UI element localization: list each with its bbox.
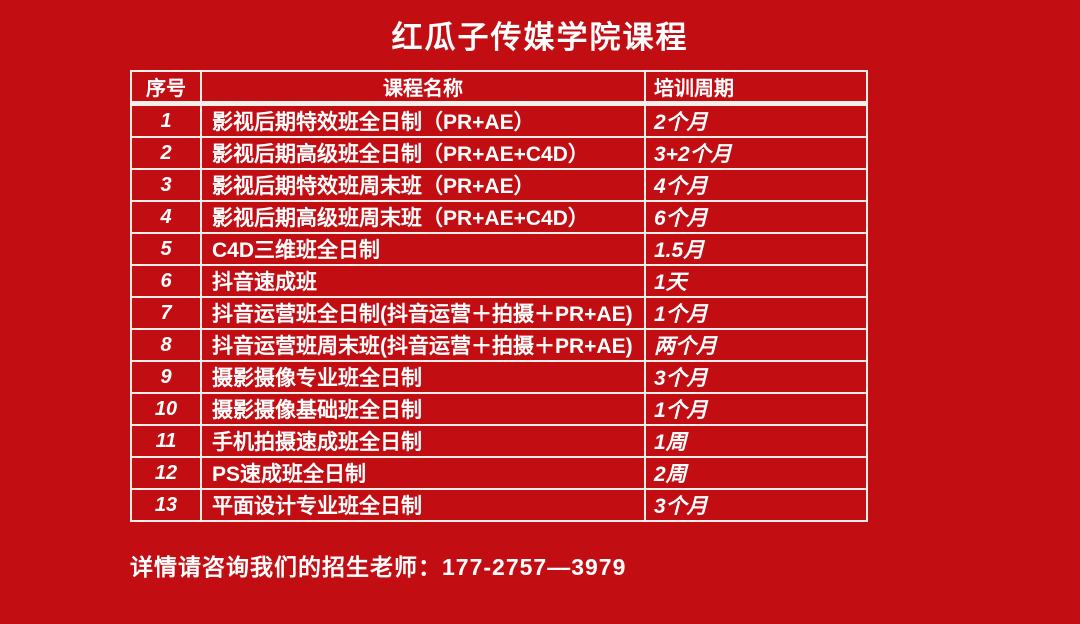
cell-name: 抖音运营班周末班(抖音运营＋拍摄＋PR+AE) [200,328,646,362]
column-header-index: 序号 [130,70,202,106]
cell-index: 9 [130,360,202,394]
table-row: 12 PS速成班全日制 2周 [130,456,868,490]
cell-period: 4个月 [644,168,868,202]
header-row: 序号 课程名称 培训周期 [130,70,868,106]
cell-period: 2个月 [644,102,868,138]
cell-index: 7 [130,296,202,330]
column-header-training-period: 培训周期 [644,70,868,106]
cell-period: 2周 [644,456,868,490]
table-row: 6 抖音速成班 1天 [130,264,868,298]
contact-note: 详情请咨询我们的招生老师：177-2757—3979 [130,554,627,580]
table-row: 5 C4D三维班全日制 1.5月 [130,232,868,266]
cell-index: 8 [130,328,202,362]
cell-name: 平面设计专业班全日制 [200,488,646,522]
cell-index: 2 [130,136,202,170]
cell-period: 1.5月 [644,232,868,266]
cell-period: 3+2个月 [644,136,868,170]
cell-period: 3个月 [644,488,868,522]
cell-name: 影视后期高级班周末班（PR+AE+C4D） [200,200,646,234]
page-title: 红瓜子传媒学院课程 [391,20,689,55]
table-row: 7 抖音运营班全日制(抖音运营＋拍摄＋PR+AE) 1个月 [130,296,868,330]
column-header-course-name: 课程名称 [200,70,646,106]
cell-name: 影视后期特效班全日制（PR+AE） [200,102,646,138]
table-row: 11 手机拍摄速成班全日制 1周 [130,424,868,458]
cell-name: 抖音运营班全日制(抖音运营＋拍摄＋PR+AE) [200,296,646,330]
table-row: 2 影视后期高级班全日制（PR+AE+C4D） 3+2个月 [130,136,868,170]
table-row: 9 摄影摄像专业班全日制 3个月 [130,360,868,394]
course-table-header: 序号 课程名称 培训周期 [130,70,868,106]
cell-period: 1个月 [644,392,868,426]
cell-name: 摄影摄像专业班全日制 [200,360,646,394]
cell-period: 1个月 [644,296,868,330]
cell-name: C4D三维班全日制 [200,232,646,266]
table-row: 4 影视后期高级班周末班（PR+AE+C4D） 6个月 [130,200,868,234]
cell-period: 两个月 [644,328,868,362]
cell-index: 13 [130,488,202,522]
cell-index: 6 [130,264,202,298]
cell-index: 3 [130,168,202,202]
cell-period: 1天 [644,264,868,298]
cell-period: 3个月 [644,360,868,394]
table-row: 10 摄影摄像基础班全日制 1个月 [130,392,868,426]
cell-name: 手机拍摄速成班全日制 [200,424,646,458]
table-row: 3 影视后期特效班周末班（PR+AE） 4个月 [130,168,868,202]
cell-index: 12 [130,456,202,490]
cell-index: 11 [130,424,202,458]
cell-name: 影视后期特效班周末班（PR+AE） [200,168,646,202]
cell-name: PS速成班全日制 [200,456,646,490]
cell-index: 10 [130,392,202,426]
course-table: 序号 课程名称 培训周期 1 影视后期特效班全日制（PR+AE） 2个月 2 影视后期高… [130,70,868,522]
cell-name: 影视后期高级班全日制（PR+AE+C4D） [200,136,646,170]
table-row: 1 影视后期特效班全日制（PR+AE） 2个月 [130,102,868,138]
cell-period: 1周 [644,424,868,458]
cell-name: 摄影摄像基础班全日制 [200,392,646,426]
table-row: 8 抖音运营班周末班(抖音运营＋拍摄＋PR+AE) 两个月 [130,328,868,362]
course-table-body: 1 影视后期特效班全日制（PR+AE） 2个月 2 影视后期高级班全日制（PR+AE+C… [130,102,868,522]
cell-period: 6个月 [644,200,868,234]
table-row: 13 平面设计专业班全日制 3个月 [130,488,868,522]
cell-index: 4 [130,200,202,234]
cell-index: 5 [130,232,202,266]
cell-index: 1 [130,102,202,138]
cell-name: 抖音速成班 [200,264,646,298]
